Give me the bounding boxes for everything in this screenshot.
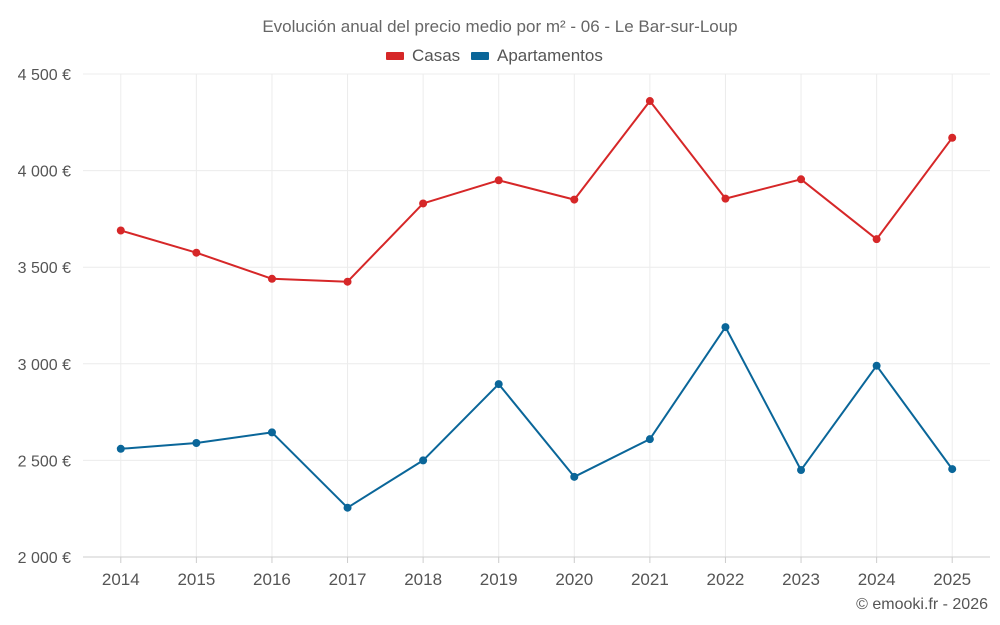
x-tick-label: 2016 (253, 570, 291, 589)
y-tick-label: 4 000 € (18, 164, 71, 181)
data-point-apartamentos[interactable] (494, 380, 503, 389)
x-tick-label: 2024 (858, 570, 896, 589)
data-point-casas[interactable] (419, 199, 428, 208)
x-tick-label: 2017 (329, 570, 367, 589)
axes: 2 000 € 2 500 € 3 000 € 3 500 € 4 000 € 4 500… (18, 67, 990, 589)
data-point-casas[interactable] (797, 175, 806, 184)
x-tick-label: 2022 (707, 570, 745, 589)
data-point-casas[interactable] (192, 248, 201, 257)
data-point-apartamentos[interactable] (267, 428, 276, 437)
x-tick-label: 2023 (782, 570, 820, 589)
data-point-apartamentos[interactable] (343, 503, 352, 512)
legend[interactable]: Casas Apartamentos (386, 46, 603, 65)
x-tick-label: 2025 (933, 570, 971, 589)
x-tick-label: 2021 (631, 570, 669, 589)
x-tick-label: 2019 (480, 570, 518, 589)
chart-title: Evolución anual del precio medio por m² … (262, 17, 737, 36)
data-point-apartamentos[interactable] (116, 444, 125, 453)
data-point-casas[interactable] (494, 176, 503, 185)
data-point-apartamentos[interactable] (948, 465, 957, 474)
credit-text: © emooki.fr - 2026 (856, 596, 988, 613)
legend-label-casas[interactable]: Casas (412, 46, 460, 65)
legend-swatch-casas (386, 52, 404, 60)
data-point-casas[interactable] (343, 277, 352, 286)
data-point-apartamentos[interactable] (721, 323, 730, 332)
y-tick-label: 2 500 € (18, 453, 71, 470)
x-tick-label: 2015 (177, 570, 215, 589)
legend-label-apartamentos[interactable]: Apartamentos (497, 46, 603, 65)
x-tick-label: 2020 (555, 570, 593, 589)
data-point-apartamentos[interactable] (570, 472, 579, 481)
data-point-apartamentos[interactable] (645, 435, 654, 444)
x-tick-label: 2014 (102, 570, 140, 589)
series (116, 97, 957, 512)
data-point-casas[interactable] (721, 194, 730, 203)
data-point-casas[interactable] (267, 274, 276, 283)
data-point-apartamentos[interactable] (419, 456, 428, 465)
data-point-apartamentos[interactable] (872, 361, 881, 370)
y-tick-label: 3 500 € (18, 260, 71, 277)
data-point-casas[interactable] (116, 226, 125, 235)
x-tick-label: 2018 (404, 570, 442, 589)
data-point-casas[interactable] (948, 133, 957, 142)
legend-swatch-apartamentos (471, 52, 489, 60)
y-tick-label: 4 500 € (18, 67, 71, 84)
data-point-casas[interactable] (872, 235, 881, 244)
series-line-apartamentos (120, 326, 954, 509)
data-point-apartamentos[interactable] (797, 466, 806, 475)
y-tick-label: 2 000 € (18, 550, 71, 567)
data-point-casas[interactable] (570, 195, 579, 204)
y-tick-label: 3 000 € (18, 357, 71, 374)
grid (83, 73, 990, 558)
data-point-casas[interactable] (645, 97, 654, 106)
series-line-casas (120, 100, 954, 283)
data-point-apartamentos[interactable] (192, 439, 201, 448)
